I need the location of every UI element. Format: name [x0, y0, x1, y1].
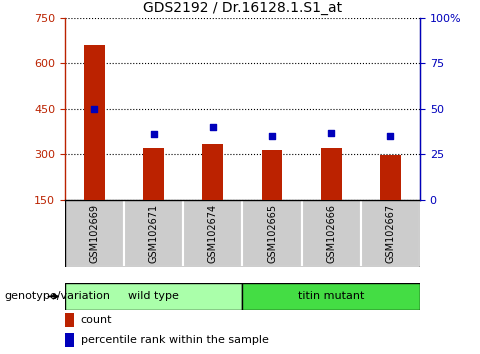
Bar	[84, 45, 105, 200]
Text: GSM102665: GSM102665	[267, 204, 277, 263]
Bar	[203, 144, 223, 200]
Bar	[65, 333, 74, 347]
Text: GSM102667: GSM102667	[385, 204, 396, 263]
Text: genotype/variation: genotype/variation	[5, 291, 111, 302]
Bar	[124, 200, 183, 267]
Bar	[262, 150, 282, 200]
Bar	[380, 155, 401, 200]
Bar	[242, 283, 420, 310]
Text: titin mutant: titin mutant	[298, 291, 364, 302]
Text: percentile rank within the sample: percentile rank within the sample	[81, 335, 269, 345]
Text: GSM102666: GSM102666	[326, 204, 336, 263]
Bar	[65, 313, 74, 327]
Text: count: count	[81, 315, 112, 325]
Point	[386, 133, 394, 139]
Point	[91, 106, 98, 112]
Bar	[143, 148, 164, 200]
Bar	[361, 200, 420, 267]
Point	[150, 132, 157, 137]
Bar	[183, 200, 242, 267]
Text: GSM102669: GSM102669	[89, 204, 99, 263]
Bar	[301, 200, 361, 267]
Bar	[321, 148, 342, 200]
Title: GDS2192 / Dr.16128.1.S1_at: GDS2192 / Dr.16128.1.S1_at	[143, 1, 342, 15]
Text: wild type: wild type	[128, 291, 179, 302]
Text: GSM102674: GSM102674	[208, 204, 218, 263]
Point	[268, 133, 276, 139]
Point	[327, 130, 335, 135]
Text: GSM102671: GSM102671	[149, 204, 158, 263]
Bar	[65, 283, 242, 310]
Point	[209, 124, 216, 130]
Bar	[242, 200, 301, 267]
Bar	[65, 200, 124, 267]
